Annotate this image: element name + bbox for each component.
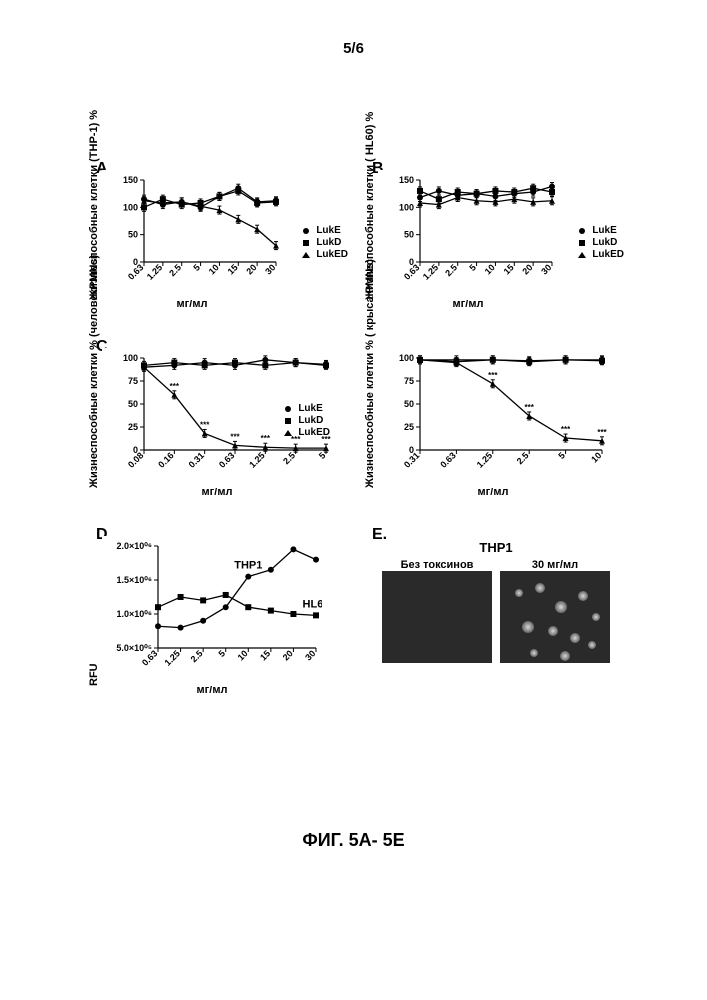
svg-text:150: 150	[123, 175, 138, 185]
svg-text:HL60: HL60	[303, 598, 322, 610]
fluorescent-spot	[522, 621, 534, 633]
fluorescent-spot	[548, 626, 558, 636]
y-axis-label: RFU	[88, 663, 100, 686]
svg-text:***: ***	[200, 420, 210, 429]
fluorescent-spot	[515, 589, 523, 597]
svg-text:***: ***	[230, 432, 240, 441]
svg-text:20: 20	[520, 262, 534, 276]
svg-text:75: 75	[128, 376, 138, 386]
svg-text:0.31: 0.31	[402, 450, 421, 469]
svg-text:10: 10	[207, 262, 221, 276]
svg-text:0.31: 0.31	[187, 450, 206, 469]
fluorescent-spot	[570, 633, 580, 643]
svg-text:***: ***	[488, 371, 498, 380]
legend-item: LukD	[282, 415, 330, 426]
panel-c-right: 02550751000.310.631.252.5510************…	[366, 348, 626, 518]
fluorescent-spot	[535, 583, 545, 593]
legend-item: LukE	[300, 225, 348, 236]
svg-text:50: 50	[404, 399, 414, 409]
svg-text:2.5: 2.5	[281, 450, 297, 466]
svg-text:1.25: 1.25	[421, 262, 440, 281]
svg-text:1.25: 1.25	[475, 450, 494, 469]
svg-text:100: 100	[399, 202, 414, 212]
svg-text:2.5: 2.5	[515, 450, 531, 466]
legend-item: LukE	[576, 225, 624, 236]
panel-e: E. THP1 Без токсинов30 мг/мл	[366, 536, 626, 716]
svg-text:100: 100	[123, 202, 138, 212]
svg-text:0.63: 0.63	[126, 262, 145, 281]
svg-text:1.5×10⁰⁶: 1.5×10⁰⁶	[116, 575, 152, 585]
legend-item: LukD	[300, 237, 348, 248]
svg-text:15: 15	[258, 648, 272, 662]
micrograph-image	[500, 571, 610, 663]
svg-text:10: 10	[483, 262, 497, 276]
fluorescent-spot	[588, 641, 596, 649]
svg-text:20: 20	[244, 262, 258, 276]
svg-text:0.63: 0.63	[402, 262, 421, 281]
svg-text:1.25: 1.25	[145, 262, 164, 281]
svg-text:2.5: 2.5	[167, 262, 183, 278]
svg-text:***: ***	[170, 382, 180, 391]
svg-text:30: 30	[303, 648, 317, 662]
page-number: 5/6	[0, 40, 707, 57]
micrograph-image	[382, 571, 492, 663]
legend-item: LukED	[576, 249, 624, 260]
svg-text:15: 15	[226, 262, 240, 276]
figure-5: A. 0501001500.631.252.5510152030 Жизнесп…	[90, 170, 630, 716]
svg-text:50: 50	[404, 230, 414, 240]
svg-text:THP1: THP1	[234, 560, 262, 572]
legend-item: LukED	[282, 427, 330, 438]
panel-c-left: C. 02550751000.080.160.310.631.252.55***…	[90, 348, 350, 518]
svg-text:0.63: 0.63	[438, 450, 457, 469]
figure-caption: ФИГ. 5A- 5E	[0, 830, 707, 851]
svg-text:0.16: 0.16	[156, 450, 175, 469]
fluorescent-spot	[555, 601, 567, 613]
fluorescent-spot	[592, 613, 600, 621]
svg-text:100: 100	[123, 353, 138, 363]
svg-text:30: 30	[539, 262, 553, 276]
fluorescent-spot	[578, 591, 588, 601]
svg-text:25: 25	[128, 422, 138, 432]
svg-text:0.08: 0.08	[126, 450, 145, 469]
svg-text:25: 25	[404, 422, 414, 432]
micrograph-label: Без токсинов	[382, 559, 492, 571]
y-axis-label: Жизнеспособные клетки % (человекPMNs)	[88, 255, 100, 488]
svg-text:2.5: 2.5	[189, 648, 205, 664]
svg-text:20: 20	[281, 648, 295, 662]
fluorescent-spot	[530, 649, 538, 657]
panel-letter-e: E.	[372, 526, 387, 544]
svg-text:***: ***	[525, 403, 535, 412]
svg-text:2.5: 2.5	[443, 262, 459, 278]
svg-text:1.25: 1.25	[247, 450, 266, 469]
svg-text:***: ***	[561, 425, 571, 434]
svg-text:50: 50	[128, 399, 138, 409]
svg-text:75: 75	[404, 376, 414, 386]
svg-text:2.0×10⁰⁶: 2.0×10⁰⁶	[116, 541, 152, 551]
micrograph: Без токсинов	[382, 559, 492, 668]
legend-item: LukE	[282, 403, 330, 414]
fluorescent-spot	[560, 651, 570, 661]
svg-text:30: 30	[263, 262, 277, 276]
legend-item: LukED	[300, 249, 348, 260]
svg-text:150: 150	[399, 175, 414, 185]
svg-text:50: 50	[128, 230, 138, 240]
legend-item: LukD	[576, 237, 624, 248]
panel-b: B. 0501001500.631.252.5510152030 Жизнесп…	[366, 170, 626, 330]
svg-text:0.63: 0.63	[217, 450, 236, 469]
panel-a: A. 0501001500.631.252.5510152030 Жизнесп…	[90, 170, 350, 330]
svg-text:15: 15	[502, 262, 516, 276]
svg-text:1.0×10⁰⁶: 1.0×10⁰⁶	[116, 609, 152, 619]
svg-text:100: 100	[399, 353, 414, 363]
y-axis-label: Жизнеспособные клетки % ( крыса PMNs)	[364, 259, 376, 488]
svg-text:1.25: 1.25	[163, 648, 182, 667]
micrograph-label: 30 мг/мл	[500, 559, 610, 571]
micrograph: 30 мг/мл	[500, 559, 610, 668]
svg-text:10: 10	[236, 648, 250, 662]
panel-d: D. 5.0×10⁰⁵1.0×10⁰⁶1.5×10⁰⁶2.0×10⁰⁶0.631…	[90, 536, 350, 716]
panel-e-title: THP1	[366, 540, 626, 555]
svg-text:10: 10	[589, 450, 603, 464]
svg-text:5.0×10⁰⁵: 5.0×10⁰⁵	[116, 643, 152, 653]
svg-text:***: ***	[597, 428, 607, 437]
svg-text:***: ***	[261, 434, 271, 443]
